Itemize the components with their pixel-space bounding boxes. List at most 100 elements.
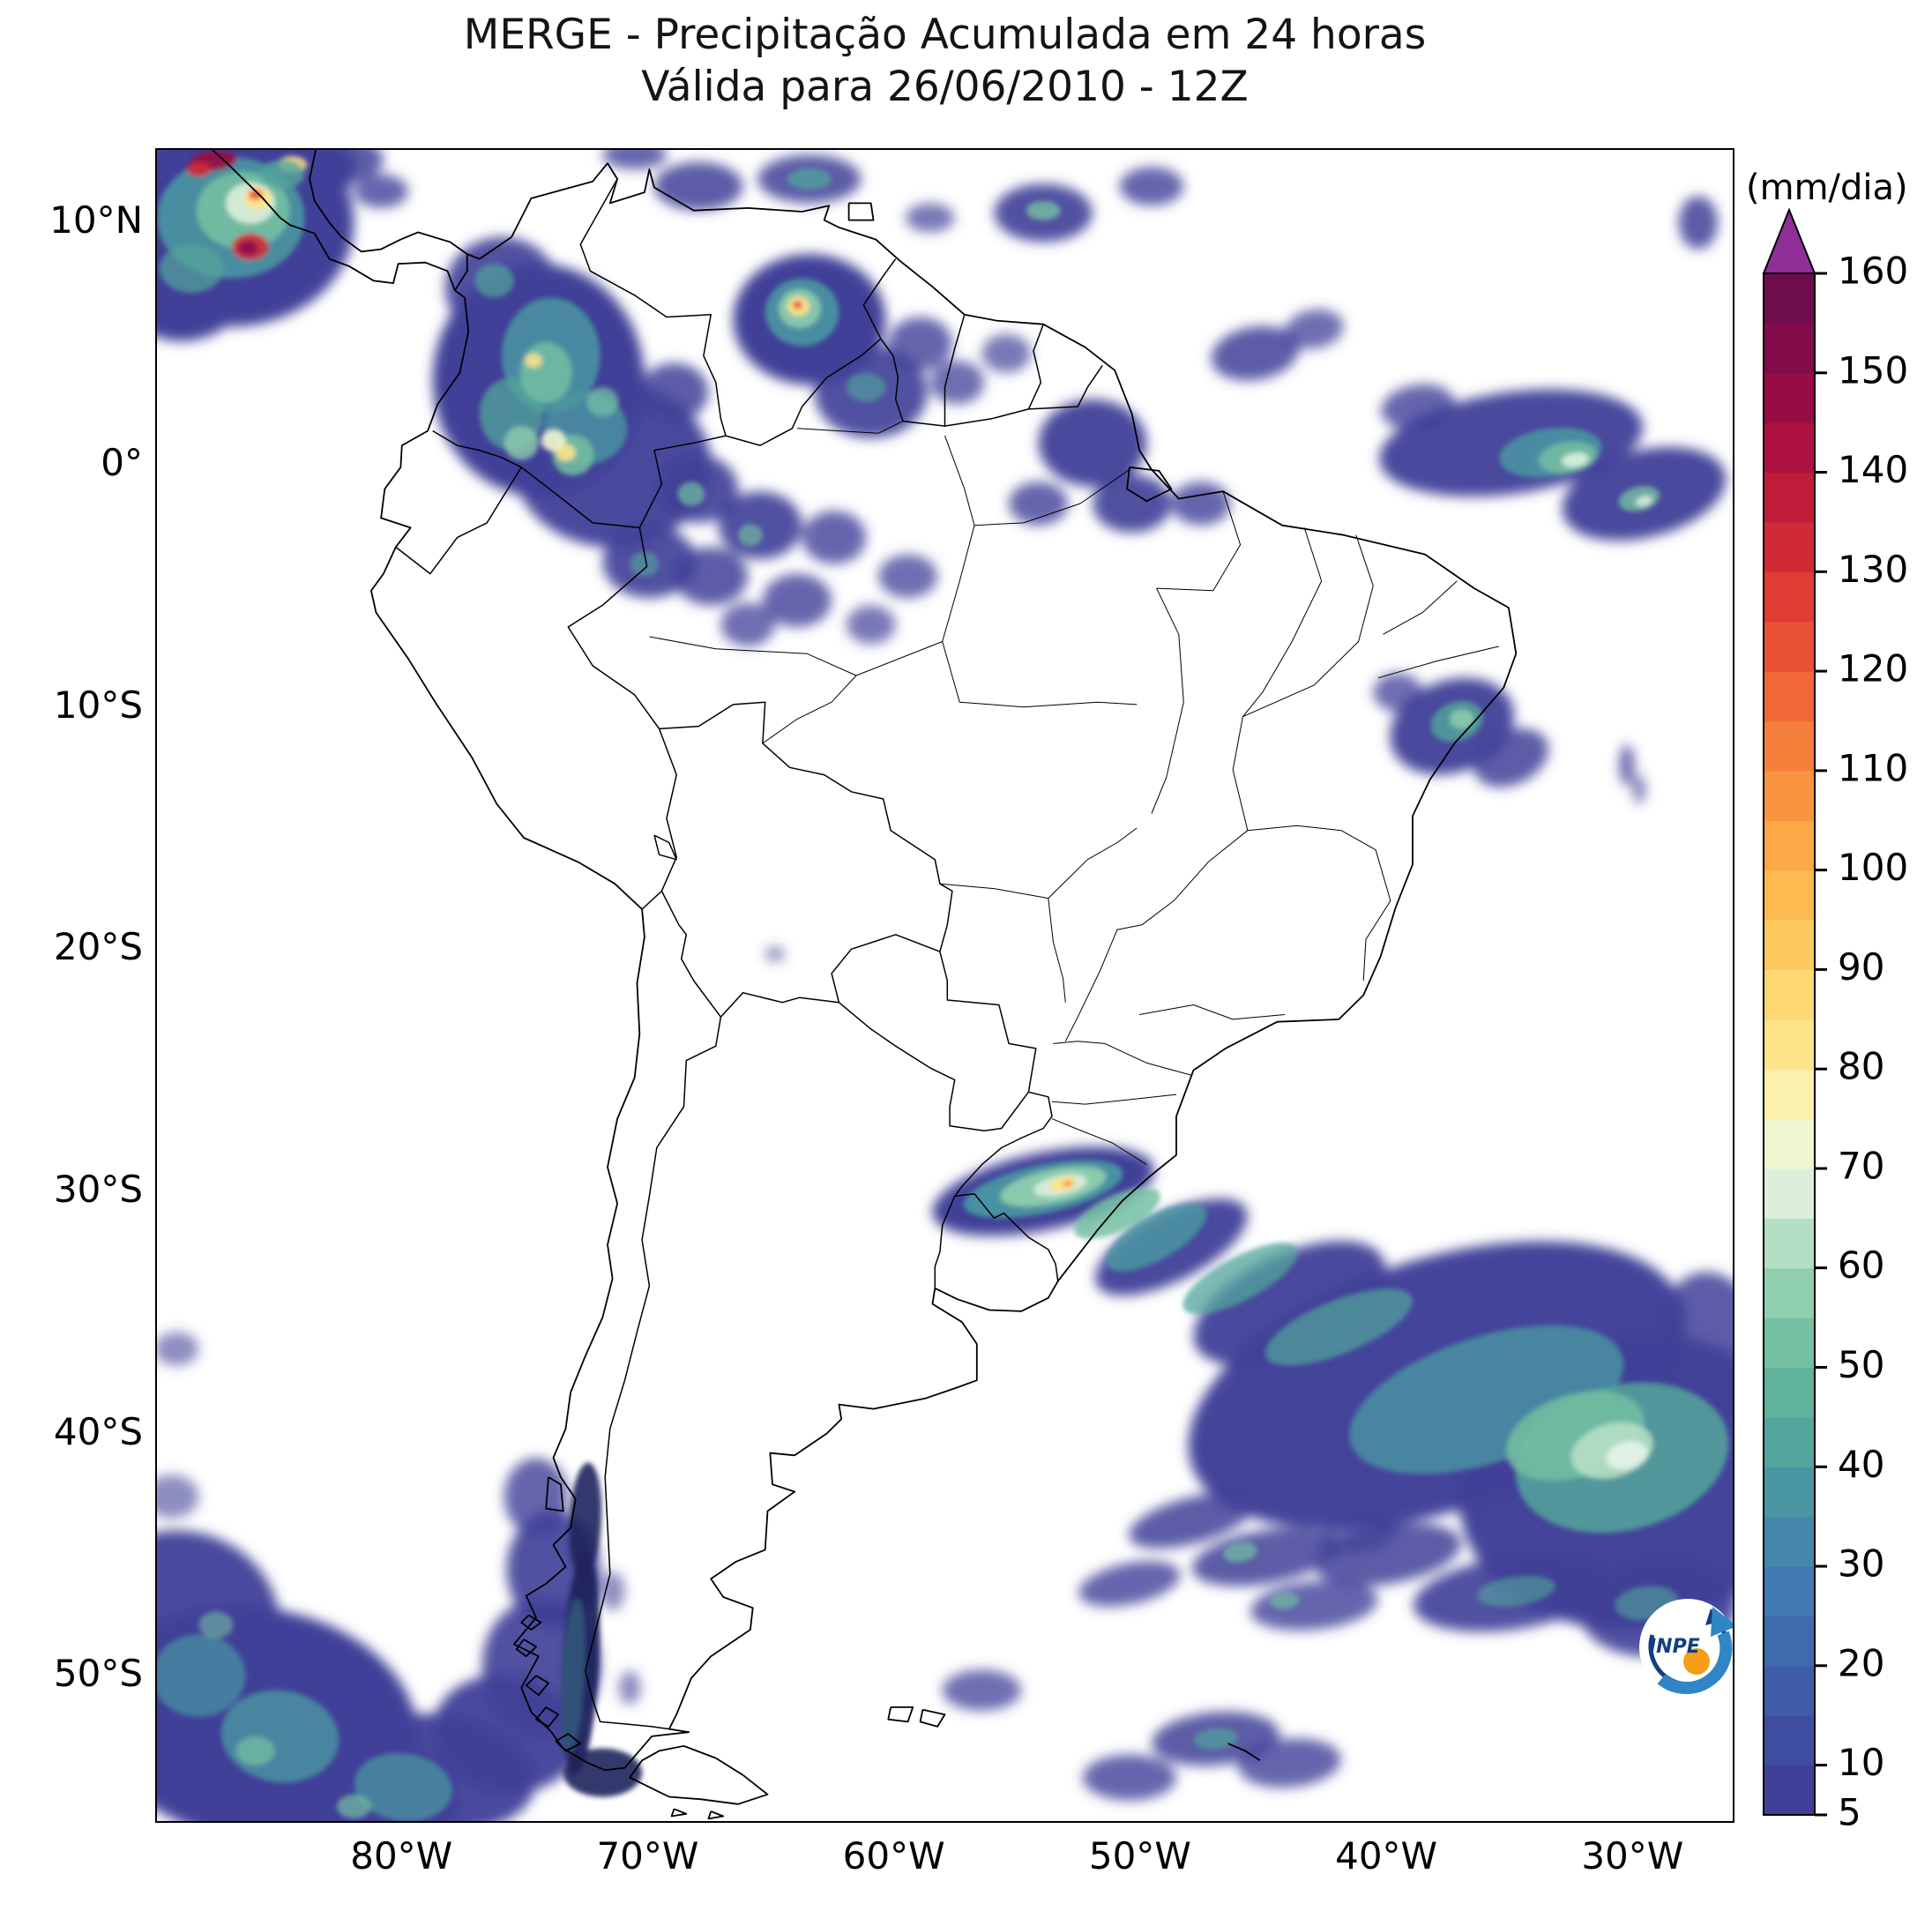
state-border [1064,830,1249,1041]
precip-cell [942,1669,1022,1711]
state-border [1053,1041,1191,1076]
state-border [1362,900,1391,982]
precip-cell [1182,1243,1298,1315]
precip-cell [1063,1180,1074,1188]
coastline [525,1675,549,1697]
state-border [939,827,1138,900]
precipitation-detail-layer [157,151,1729,1821]
precip-cell [1606,1441,1648,1470]
chart-title: MERGE - Precipitação Acumulada em 24 hor… [157,9,1733,113]
country-border [1077,364,1103,407]
precip-cell [1678,196,1719,250]
colorbar-segment [1764,273,1815,324]
country-border [1027,324,1044,410]
precip-cell [1319,1513,1398,1552]
precip-cell [1381,384,1455,429]
precip-cell [1191,1527,1339,1586]
precip-cell [981,333,1032,373]
colorbar-segment [1764,1218,1815,1269]
map-canvas: INPE [157,150,1733,1821]
colorbar-segment [1764,1765,1815,1816]
colorbar-tick-label: 130 [1838,548,1908,591]
coastline [520,1614,542,1631]
precip-cell [1449,709,1474,729]
colorbar-segment [1764,1566,1815,1617]
country-border [432,429,522,468]
precip-cell [1009,481,1069,526]
x-axis-tick-label: 60°W [842,1834,945,1877]
x-axis-tick-label: 50°W [1088,1834,1191,1877]
colorbar-tick-label: 70 [1838,1145,1884,1188]
precip-cell [888,317,952,370]
precip-cell [238,241,258,256]
country-border [638,435,727,528]
state-border [1051,1118,1147,1166]
coastline [847,202,875,221]
country-border [939,951,1037,1093]
colorbar-segment [1764,1168,1815,1219]
country-border [641,890,662,910]
coastline [515,1639,537,1658]
precip-cell [1476,1575,1555,1607]
colorbar-segment [1764,671,1815,722]
precip-cell [1211,325,1300,381]
country-border [838,1002,1030,1132]
precip-cell [1193,1728,1238,1751]
precip-cell [1129,1492,1254,1549]
precip-cell [639,362,709,422]
colorbar-segment [1764,1416,1815,1467]
precip-cell [674,547,749,606]
country-border [653,834,677,861]
state-border [1232,716,1249,831]
colorbar-segment [1764,571,1815,623]
precip-cell [504,1458,569,1535]
colorbar-segment [1764,770,1815,821]
logo-swoosh-arrowhead-icon [1711,1607,1733,1637]
precip-cell [1635,495,1653,507]
state-border [1156,491,1242,592]
country-border [395,467,522,575]
precip-cell [1264,1288,1413,1366]
coastline [545,1476,564,1512]
coastline [212,150,456,291]
colorbar-tick-label: 90 [1838,945,1884,989]
coastline [919,1708,946,1728]
coastline [707,1810,725,1820]
precip-cell [157,1474,199,1519]
state-border [973,469,1130,526]
precip-cell [336,1794,371,1819]
precip-cell [1237,1738,1341,1788]
country-border [585,1017,722,1730]
country-border [944,314,966,427]
colorbar-tick-label: 100 [1838,846,1908,889]
country-border [720,991,839,1018]
precip-cell [1285,309,1344,349]
chart-title-line2: Válida para 26/06/2010 - 12Z [641,63,1249,111]
precip-cell [1632,774,1645,804]
precip-cell [787,168,832,190]
precip-cell [235,1736,275,1765]
country-border [658,728,677,892]
precip-cell [260,160,305,189]
colorbar-segment [1764,323,1815,374]
precip-cell [762,573,832,627]
precip-cell [1038,399,1147,487]
precip-cell [846,605,896,645]
precip-cell [618,1670,641,1706]
y-axis-tick-label: 10°N [49,198,143,243]
precip-cell [556,444,576,461]
precip-cell [765,946,785,961]
precip-cell [1270,1592,1300,1609]
state-border [1242,527,1323,718]
colorbar-tick-label: 20 [1838,1641,1884,1684]
precip-cell [1223,1541,1257,1563]
precip-cell [1093,474,1172,533]
precip-cell [677,481,705,506]
colorbar-tick-label: 80 [1838,1045,1884,1088]
state-border [1377,646,1499,679]
country-border [954,1192,1059,1283]
country-border [862,258,897,340]
precip-cell [157,1634,246,1717]
x-axis-tick-label: 30°W [1581,1834,1684,1877]
precip-cell [1078,1561,1181,1607]
